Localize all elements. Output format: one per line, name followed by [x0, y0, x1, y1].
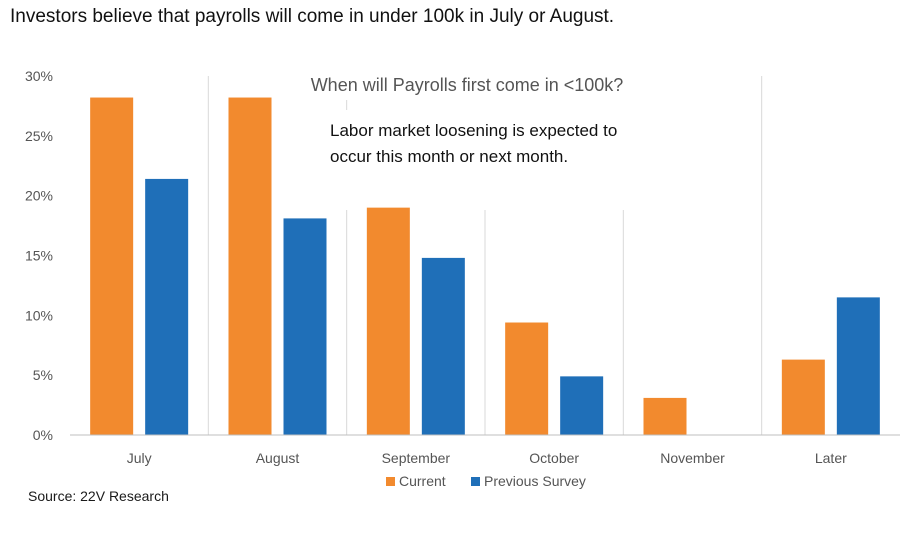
legend-label-previous: Previous Survey — [484, 473, 586, 489]
bar-current-later — [781, 359, 825, 435]
bar-previous-later — [836, 297, 880, 435]
y-tick-label: 20% — [25, 188, 53, 204]
annotation-line-1: Labor market loosening is expected to — [330, 121, 617, 140]
x-tick-label-october: October — [529, 450, 579, 466]
bar-current-october — [505, 322, 549, 435]
bar-current-july — [90, 97, 134, 435]
y-tick-label: 15% — [25, 248, 53, 264]
bar-previous-august — [283, 218, 327, 435]
legend-swatch-current — [386, 477, 395, 486]
headline: Investors believe that payrolls will com… — [10, 6, 615, 27]
legend-label-current: Current — [399, 473, 446, 489]
y-tick-label: 10% — [25, 307, 53, 323]
chart-title: When will Payrolls first come in <100k? — [311, 75, 624, 95]
chart-container: 0% 5% 10% 15% 20% 25% 30% July August September O… — [0, 50, 900, 520]
x-tick-label-later: Later — [815, 450, 847, 466]
x-tick-label-july: July — [127, 450, 152, 466]
y-tick-label: 0% — [33, 427, 53, 443]
category-separators — [207, 76, 763, 435]
bars — [90, 97, 880, 435]
x-tick-label-november: November — [660, 450, 725, 466]
bar-current-november — [643, 397, 687, 435]
bar-previous-october — [560, 376, 604, 435]
x-axis-ticks: July August September October November Later — [127, 450, 847, 466]
y-tick-label: 30% — [25, 68, 53, 84]
y-axis-ticks: 0% 5% 10% 15% 20% 25% 30% — [25, 68, 53, 443]
x-tick-label-august: August — [256, 450, 300, 466]
bar-previous-july — [145, 178, 189, 435]
source-note: Source: 22V Research — [28, 488, 169, 504]
legend: Current Previous Survey — [386, 473, 586, 489]
x-tick-label-september: September — [382, 450, 451, 466]
bar-chart: 0% 5% 10% 15% 20% 25% 30% July August September O… — [25, 68, 900, 489]
annotation-line-2: occur this month or next month. — [330, 147, 568, 166]
legend-swatch-previous — [471, 477, 480, 486]
bar-current-august — [228, 97, 272, 435]
y-tick-label: 5% — [33, 367, 53, 383]
bar-current-september — [366, 207, 410, 435]
y-tick-label: 25% — [25, 128, 53, 144]
bar-previous-september — [421, 257, 465, 435]
